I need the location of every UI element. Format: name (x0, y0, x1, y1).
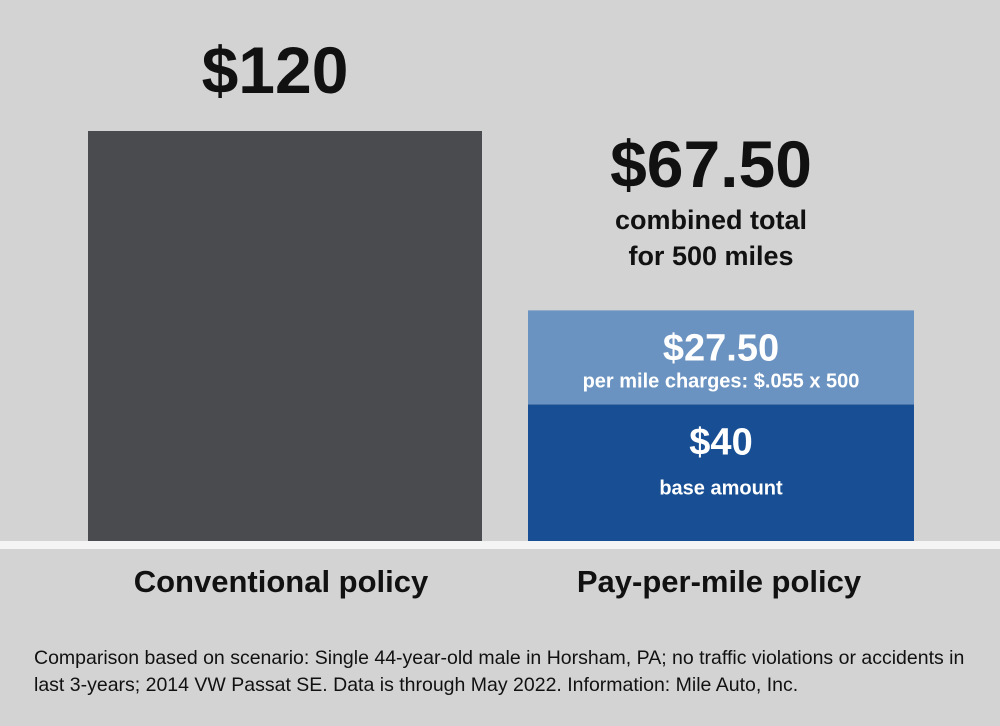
bar-base-amount (528, 404, 914, 541)
segment-label-per-mile-charges: per mile charges: $.055 x 500 (583, 370, 860, 392)
segment-label-base-amount: base amount (659, 477, 783, 499)
bar-conventional (88, 131, 482, 541)
source-footnote: Comparison based on scenario: Single 44-… (34, 647, 965, 696)
baseline (0, 541, 1000, 549)
value-label-per-mile-charges: $27.50 (663, 327, 779, 369)
total-value-label: $67.50 (610, 127, 812, 201)
category-label-pay-per-mile: Pay-per-mile policy (577, 564, 862, 599)
value-label-conventional: $120 (202, 33, 349, 107)
category-label-conventional: Conventional policy (134, 564, 429, 599)
value-label-base-amount: $40 (689, 421, 752, 463)
bar-per-mile-charges (528, 310, 914, 405)
total-note-line-1: combined total (615, 205, 807, 235)
total-note-line-2: for 500 miles (628, 241, 793, 271)
